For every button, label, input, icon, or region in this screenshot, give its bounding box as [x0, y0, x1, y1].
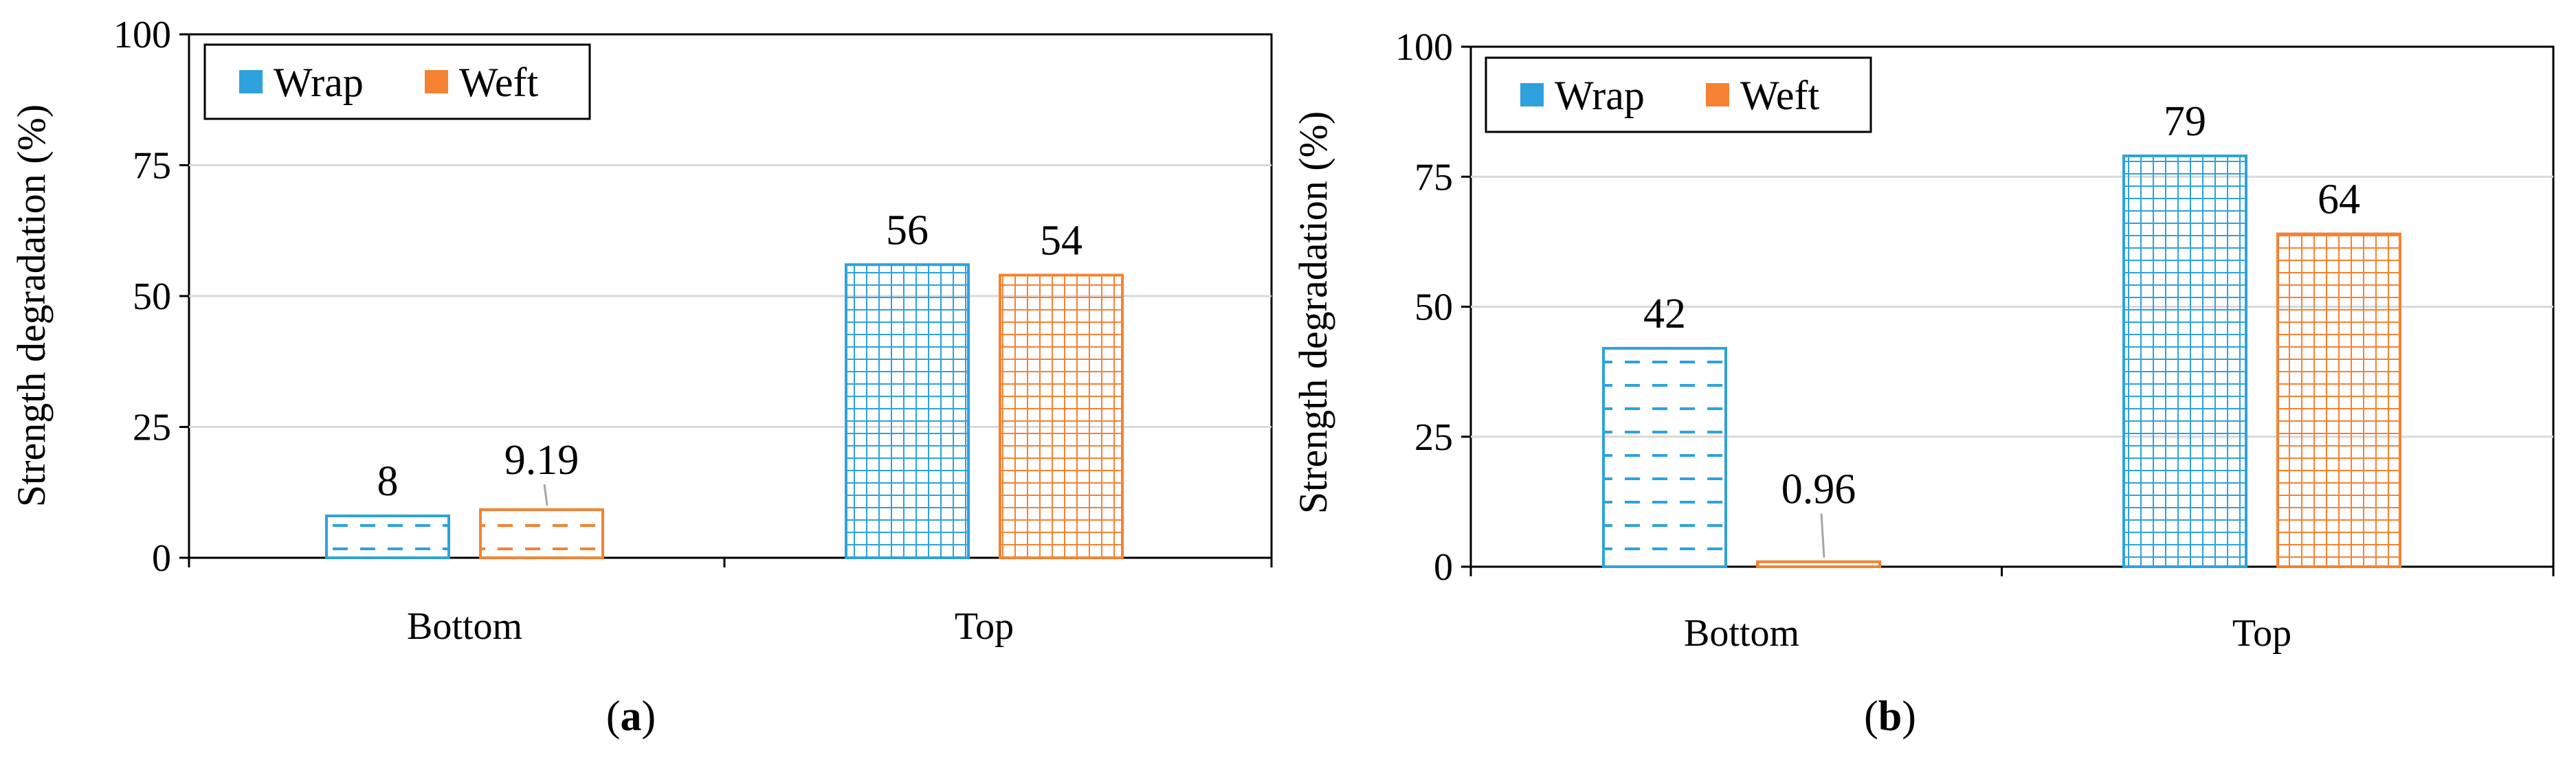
- legend-label-wrap: Wrap: [274, 60, 364, 105]
- legend-swatch-weft: [425, 70, 448, 93]
- legend-box: [203, 43, 591, 120]
- y-tick-label: 0: [152, 537, 171, 580]
- legend-label-wrap: Wrap: [1555, 73, 1645, 118]
- data-label: 56: [886, 207, 929, 253]
- data-label: 8: [377, 458, 399, 505]
- data-label: 54: [1040, 218, 1082, 264]
- legend: Wrap Weft: [1485, 56, 1872, 133]
- x-category-label: Top: [955, 605, 1014, 648]
- bar-wrap-bottom[interactable]: [1602, 347, 1727, 568]
- x-category-label: Top: [2232, 612, 2291, 655]
- bar-wrap-top[interactable]: [2122, 154, 2247, 569]
- bar-weft-top[interactable]: [2276, 232, 2401, 568]
- bar-weft-bottom[interactable]: [1756, 560, 1881, 568]
- y-tick-label: 75: [133, 145, 171, 188]
- panel-label: (b): [1864, 693, 1916, 740]
- y-tick-label: 100: [1395, 26, 1453, 69]
- panel-label: (a): [606, 693, 656, 740]
- data-label-leader: [1820, 513, 1825, 558]
- y-tick-label: 0: [1434, 546, 1453, 589]
- data-label: 64: [2318, 177, 2360, 223]
- legend-swatch-wrap: [1520, 83, 1544, 106]
- bar-wrap-bottom[interactable]: [325, 515, 450, 559]
- bar-weft-bottom[interactable]: [479, 508, 604, 560]
- legend-label-weft: Weft: [459, 60, 538, 105]
- legend-swatch-wrap: [239, 70, 263, 93]
- chart-panel-a: Strength degradation (%) 0 25 50 75 100 8 9.19…: [9, 14, 1273, 740]
- x-category-label: Bottom: [1684, 612, 1799, 655]
- y-tick-label: 25: [133, 407, 171, 449]
- data-label: 0.96: [1781, 466, 1856, 513]
- y-axis-label: Strength degradation (%): [9, 104, 54, 507]
- y-axis-label: Strength degradation (%): [1291, 111, 1335, 514]
- y-tick-label: 75: [1414, 156, 1453, 199]
- bar-wrap-top[interactable]: [845, 263, 970, 559]
- legend-label-weft: Weft: [1740, 73, 1819, 118]
- data-label-leader: [543, 484, 548, 506]
- chart-panel-b: Strength degradation (%) 0 25 50 75 100 42 0.9…: [1291, 26, 2555, 740]
- legend: Wrap Weft: [203, 43, 591, 120]
- x-category-label: Bottom: [407, 605, 522, 648]
- legend-box: [1485, 56, 1872, 133]
- y-tick-label: 50: [133, 275, 171, 318]
- data-label: 9.19: [504, 437, 579, 484]
- data-label: 79: [2164, 98, 2206, 145]
- bar-weft-top[interactable]: [999, 273, 1124, 559]
- y-tick-label: 50: [1414, 286, 1453, 329]
- y-tick-label: 100: [113, 14, 171, 56]
- data-label: 42: [1643, 291, 1686, 337]
- y-tick-label: 25: [1414, 416, 1453, 459]
- legend-swatch-weft: [1706, 83, 1729, 106]
